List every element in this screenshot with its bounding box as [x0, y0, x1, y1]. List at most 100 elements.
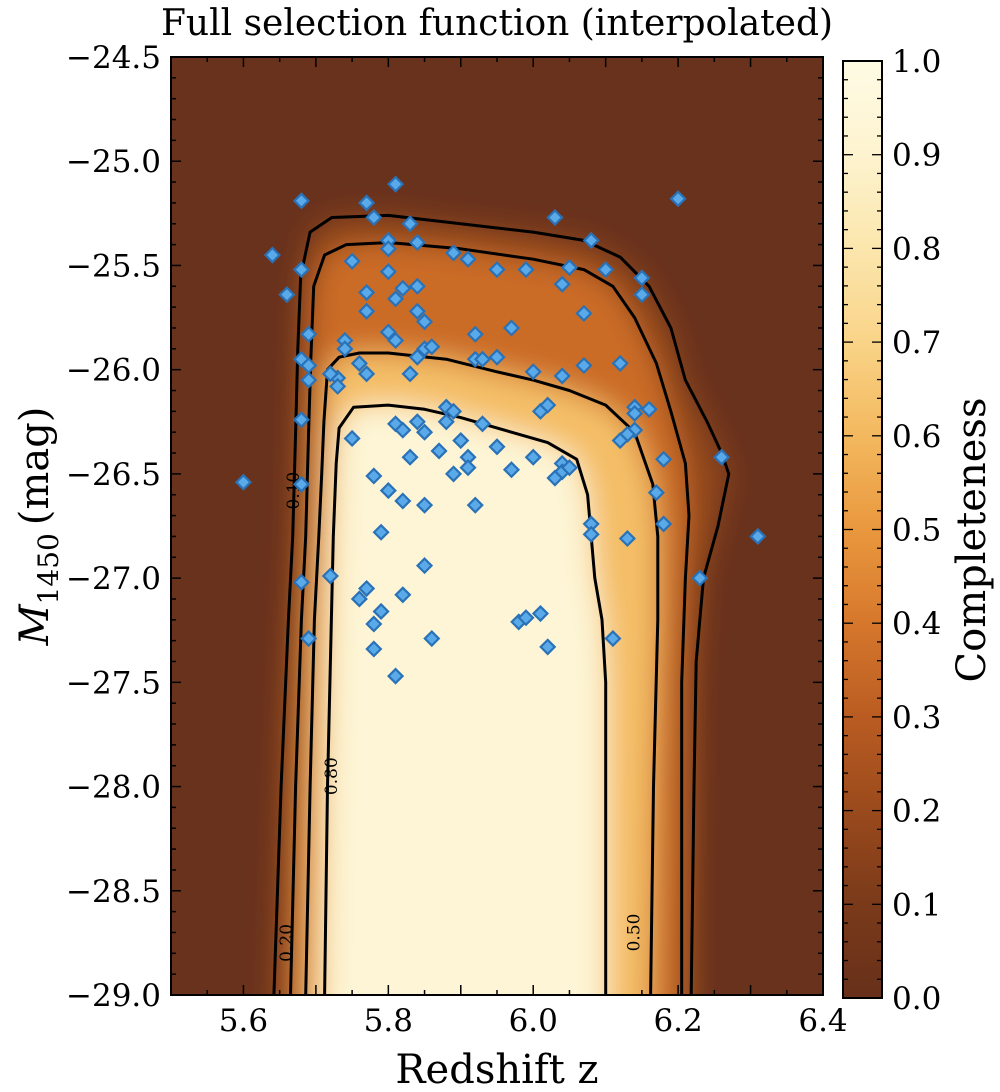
colorbar-tick-label: 1.0	[892, 44, 941, 80]
data-point	[655, 450, 673, 468]
data-point	[372, 523, 390, 541]
heatmap-field	[171, 57, 823, 995]
data-point	[539, 396, 557, 414]
data-point	[415, 496, 434, 514]
data-point	[394, 279, 412, 297]
data-point	[350, 590, 368, 608]
data-point	[263, 246, 281, 264]
x-axis-title: Redshift z	[395, 1047, 598, 1087]
data-point	[300, 630, 318, 648]
data-point	[582, 525, 600, 543]
y-tick-label: −24.5	[66, 40, 161, 76]
data-point	[358, 302, 376, 320]
data-point	[408, 233, 426, 252]
data-point	[517, 609, 535, 627]
data-point	[502, 319, 521, 337]
data-point	[365, 208, 383, 227]
data-point	[234, 473, 253, 491]
y-tick-label: −29.0	[66, 978, 161, 1014]
data-point	[611, 354, 629, 372]
y-tick-label: −25.5	[66, 248, 161, 284]
data-point	[423, 338, 441, 356]
data-point	[691, 569, 709, 587]
data-point	[415, 423, 434, 441]
data-point	[379, 323, 397, 341]
data-point	[749, 527, 767, 545]
data-point	[321, 567, 339, 585]
contour-label: 0.50	[625, 914, 645, 952]
data-point	[444, 244, 463, 262]
data-point	[350, 354, 368, 372]
data-point	[394, 586, 412, 604]
data-point	[423, 630, 441, 648]
y-axis-title-unit: (mag)	[12, 407, 58, 526]
data-point	[626, 404, 644, 422]
colorbar-tick-label: 0.9	[892, 138, 941, 174]
data-point	[466, 496, 484, 514]
heatmap-level-region	[324, 405, 606, 995]
y-axis-ticks: −24.5 −25.0 −25.5 −26.0 −26.5 −27.0 −27.5 −28.0…	[66, 40, 823, 1014]
colorbar-tick-label: 0.5	[892, 513, 941, 549]
data-point	[358, 365, 376, 383]
y-tick-label: −26.0	[66, 353, 161, 389]
data-point	[401, 365, 419, 383]
data-point	[575, 356, 593, 375]
colorbar-tick-label: 0.4	[892, 606, 941, 642]
data-point	[553, 275, 571, 293]
colorbar-tick-label: 0.6	[892, 419, 941, 455]
x-axis-ticks: 5.6 5.8 6.0 6.2 6.4	[170, 57, 848, 1039]
x-tick-label: 5.8	[364, 1003, 413, 1039]
data-point	[502, 461, 521, 479]
data-point	[553, 367, 571, 385]
data-point	[430, 442, 448, 460]
x-tick-label: 6.0	[509, 1003, 558, 1039]
data-point	[365, 615, 383, 633]
data-point	[618, 529, 636, 548]
data-point	[444, 402, 463, 420]
data-point	[473, 415, 492, 433]
data-point	[488, 261, 506, 279]
data-point	[387, 175, 405, 193]
data-point	[669, 190, 687, 208]
data-point	[292, 475, 310, 493]
data-point	[379, 240, 397, 258]
data-point	[539, 638, 557, 656]
data-point	[358, 579, 376, 598]
data-point	[640, 400, 658, 418]
data-point	[343, 429, 361, 448]
data-point	[531, 604, 550, 623]
data-point	[466, 325, 484, 343]
data-point	[292, 261, 310, 279]
data-point	[394, 492, 412, 510]
data-point	[321, 365, 339, 383]
data-point	[546, 469, 564, 487]
chart-title: Full selection function (interpolated)	[161, 3, 833, 44]
data-point	[372, 602, 390, 621]
data-point	[394, 421, 412, 439]
colorbar-title: Completeness	[949, 398, 995, 683]
colorbar-tick-label: 0.1	[892, 887, 941, 923]
x-tick-label: 6.4	[798, 1003, 847, 1039]
y-tick-label: −26.5	[66, 457, 161, 493]
data-point	[401, 448, 419, 466]
data-point	[300, 371, 318, 389]
data-point	[473, 350, 492, 368]
data-point	[292, 192, 310, 210]
data-point	[408, 413, 426, 431]
data-point	[358, 194, 376, 212]
data-point	[358, 283, 376, 302]
contour-line	[304, 351, 660, 995]
y-axis-title-subscript: 1450	[32, 533, 65, 604]
data-point	[517, 261, 535, 279]
y-tick-label: −27.5	[66, 665, 161, 701]
data-point	[415, 557, 434, 575]
contour-label: 0.20	[277, 924, 297, 962]
data-point	[387, 290, 405, 308]
contour-labels: 0.100.800.20 0.50	[277, 472, 645, 962]
data-point	[365, 467, 383, 485]
data-point	[611, 431, 629, 450]
y-axis-title-symbol: M	[12, 603, 58, 646]
data-point	[524, 363, 542, 381]
y-tick-label: −27.0	[66, 561, 161, 597]
